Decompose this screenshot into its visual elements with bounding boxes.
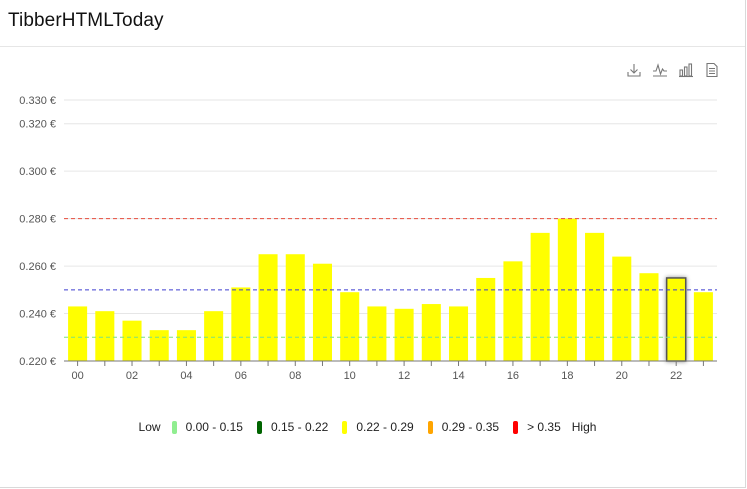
bar bbox=[421, 304, 441, 361]
legend-item-label: 0.00 - 0.15 bbox=[185, 420, 243, 434]
chart-legend: Low 0.00 - 0.15 0.15 - 0.22 0.22 - 0.29 … bbox=[0, 420, 735, 434]
chart-toolbar bbox=[624, 60, 722, 80]
legend-item[interactable]: 0.22 - 0.29 bbox=[342, 420, 414, 434]
card-title: TibberHTMLToday bbox=[8, 10, 164, 31]
legend-swatch bbox=[427, 420, 433, 434]
y-tick-label: 0.300 € bbox=[19, 166, 56, 178]
legend-item-label: 0.29 - 0.35 bbox=[441, 420, 500, 434]
x-tick-label: 20 bbox=[616, 370, 628, 382]
bar bbox=[68, 306, 88, 361]
legend-low-label: Low bbox=[138, 420, 161, 434]
bar bbox=[95, 311, 115, 361]
x-tick-label: 14 bbox=[452, 370, 464, 382]
y-tick-label: 0.320 € bbox=[19, 119, 56, 131]
x-tick-label: 06 bbox=[235, 370, 247, 382]
legend-swatch bbox=[342, 420, 348, 434]
legend-item[interactable]: 0.00 - 0.15 bbox=[171, 420, 243, 434]
bar bbox=[122, 320, 142, 361]
bar bbox=[503, 261, 523, 361]
legend-swatch bbox=[513, 420, 519, 434]
bar bbox=[665, 277, 687, 362]
bar bbox=[639, 273, 659, 361]
bar bbox=[476, 277, 496, 361]
bar bbox=[285, 254, 305, 361]
bar bbox=[340, 292, 360, 361]
bar bbox=[530, 232, 550, 361]
legend-item-label: 0.22 - 0.29 bbox=[356, 420, 414, 434]
bar bbox=[448, 306, 469, 361]
x-tick-label: 02 bbox=[126, 370, 138, 382]
card-header: TibberHTMLToday bbox=[0, 0, 745, 47]
bar bbox=[231, 287, 251, 361]
x-tick-label: 04 bbox=[180, 370, 192, 382]
legend-item-label: > 0.35 bbox=[527, 420, 561, 434]
x-tick-label: 16 bbox=[507, 370, 519, 382]
bar bbox=[176, 330, 196, 361]
y-tick-label: 0.260 € bbox=[19, 261, 56, 273]
x-tick-label: 12 bbox=[398, 370, 410, 382]
bar bbox=[585, 232, 605, 361]
bar-chart: 0.330 € 0.320 € 0.300 € 0.280 € 0.260 € 0.240… bbox=[19, 95, 717, 382]
download-icon[interactable] bbox=[624, 60, 644, 80]
y-tick-label: 0.240 € bbox=[19, 309, 56, 321]
x-tick-label: 18 bbox=[561, 370, 573, 382]
y-tick-label: 0.330 € bbox=[19, 95, 56, 107]
bar-chart-icon[interactable] bbox=[676, 60, 696, 80]
bar bbox=[258, 254, 278, 361]
x-tick-label: 08 bbox=[289, 370, 301, 382]
bar bbox=[394, 308, 414, 361]
legend-swatch bbox=[256, 420, 262, 434]
y-tick-label: 0.220 € bbox=[19, 356, 56, 368]
legend-item-label: 0.15 - 0.22 bbox=[270, 420, 329, 434]
legend-item[interactable]: 0.15 - 0.22 bbox=[256, 420, 329, 434]
x-tick-label: 00 bbox=[71, 370, 83, 382]
legend-high-label: High bbox=[571, 420, 597, 434]
bar bbox=[149, 330, 169, 361]
bar bbox=[557, 218, 577, 361]
bar bbox=[312, 263, 333, 361]
legend-item[interactable]: > 0.35 bbox=[513, 420, 561, 434]
y-tick-label: 0.280 € bbox=[19, 214, 56, 226]
x-tick-label: 22 bbox=[670, 370, 682, 382]
legend-swatch bbox=[171, 420, 177, 434]
data-view-icon[interactable] bbox=[702, 60, 722, 80]
line-zoom-icon[interactable] bbox=[650, 60, 670, 80]
bar bbox=[204, 311, 224, 361]
bar bbox=[367, 306, 387, 361]
bar bbox=[612, 256, 632, 361]
x-tick-label: 10 bbox=[344, 370, 356, 382]
bar bbox=[693, 292, 713, 361]
legend-item[interactable]: 0.29 - 0.35 bbox=[427, 420, 500, 434]
